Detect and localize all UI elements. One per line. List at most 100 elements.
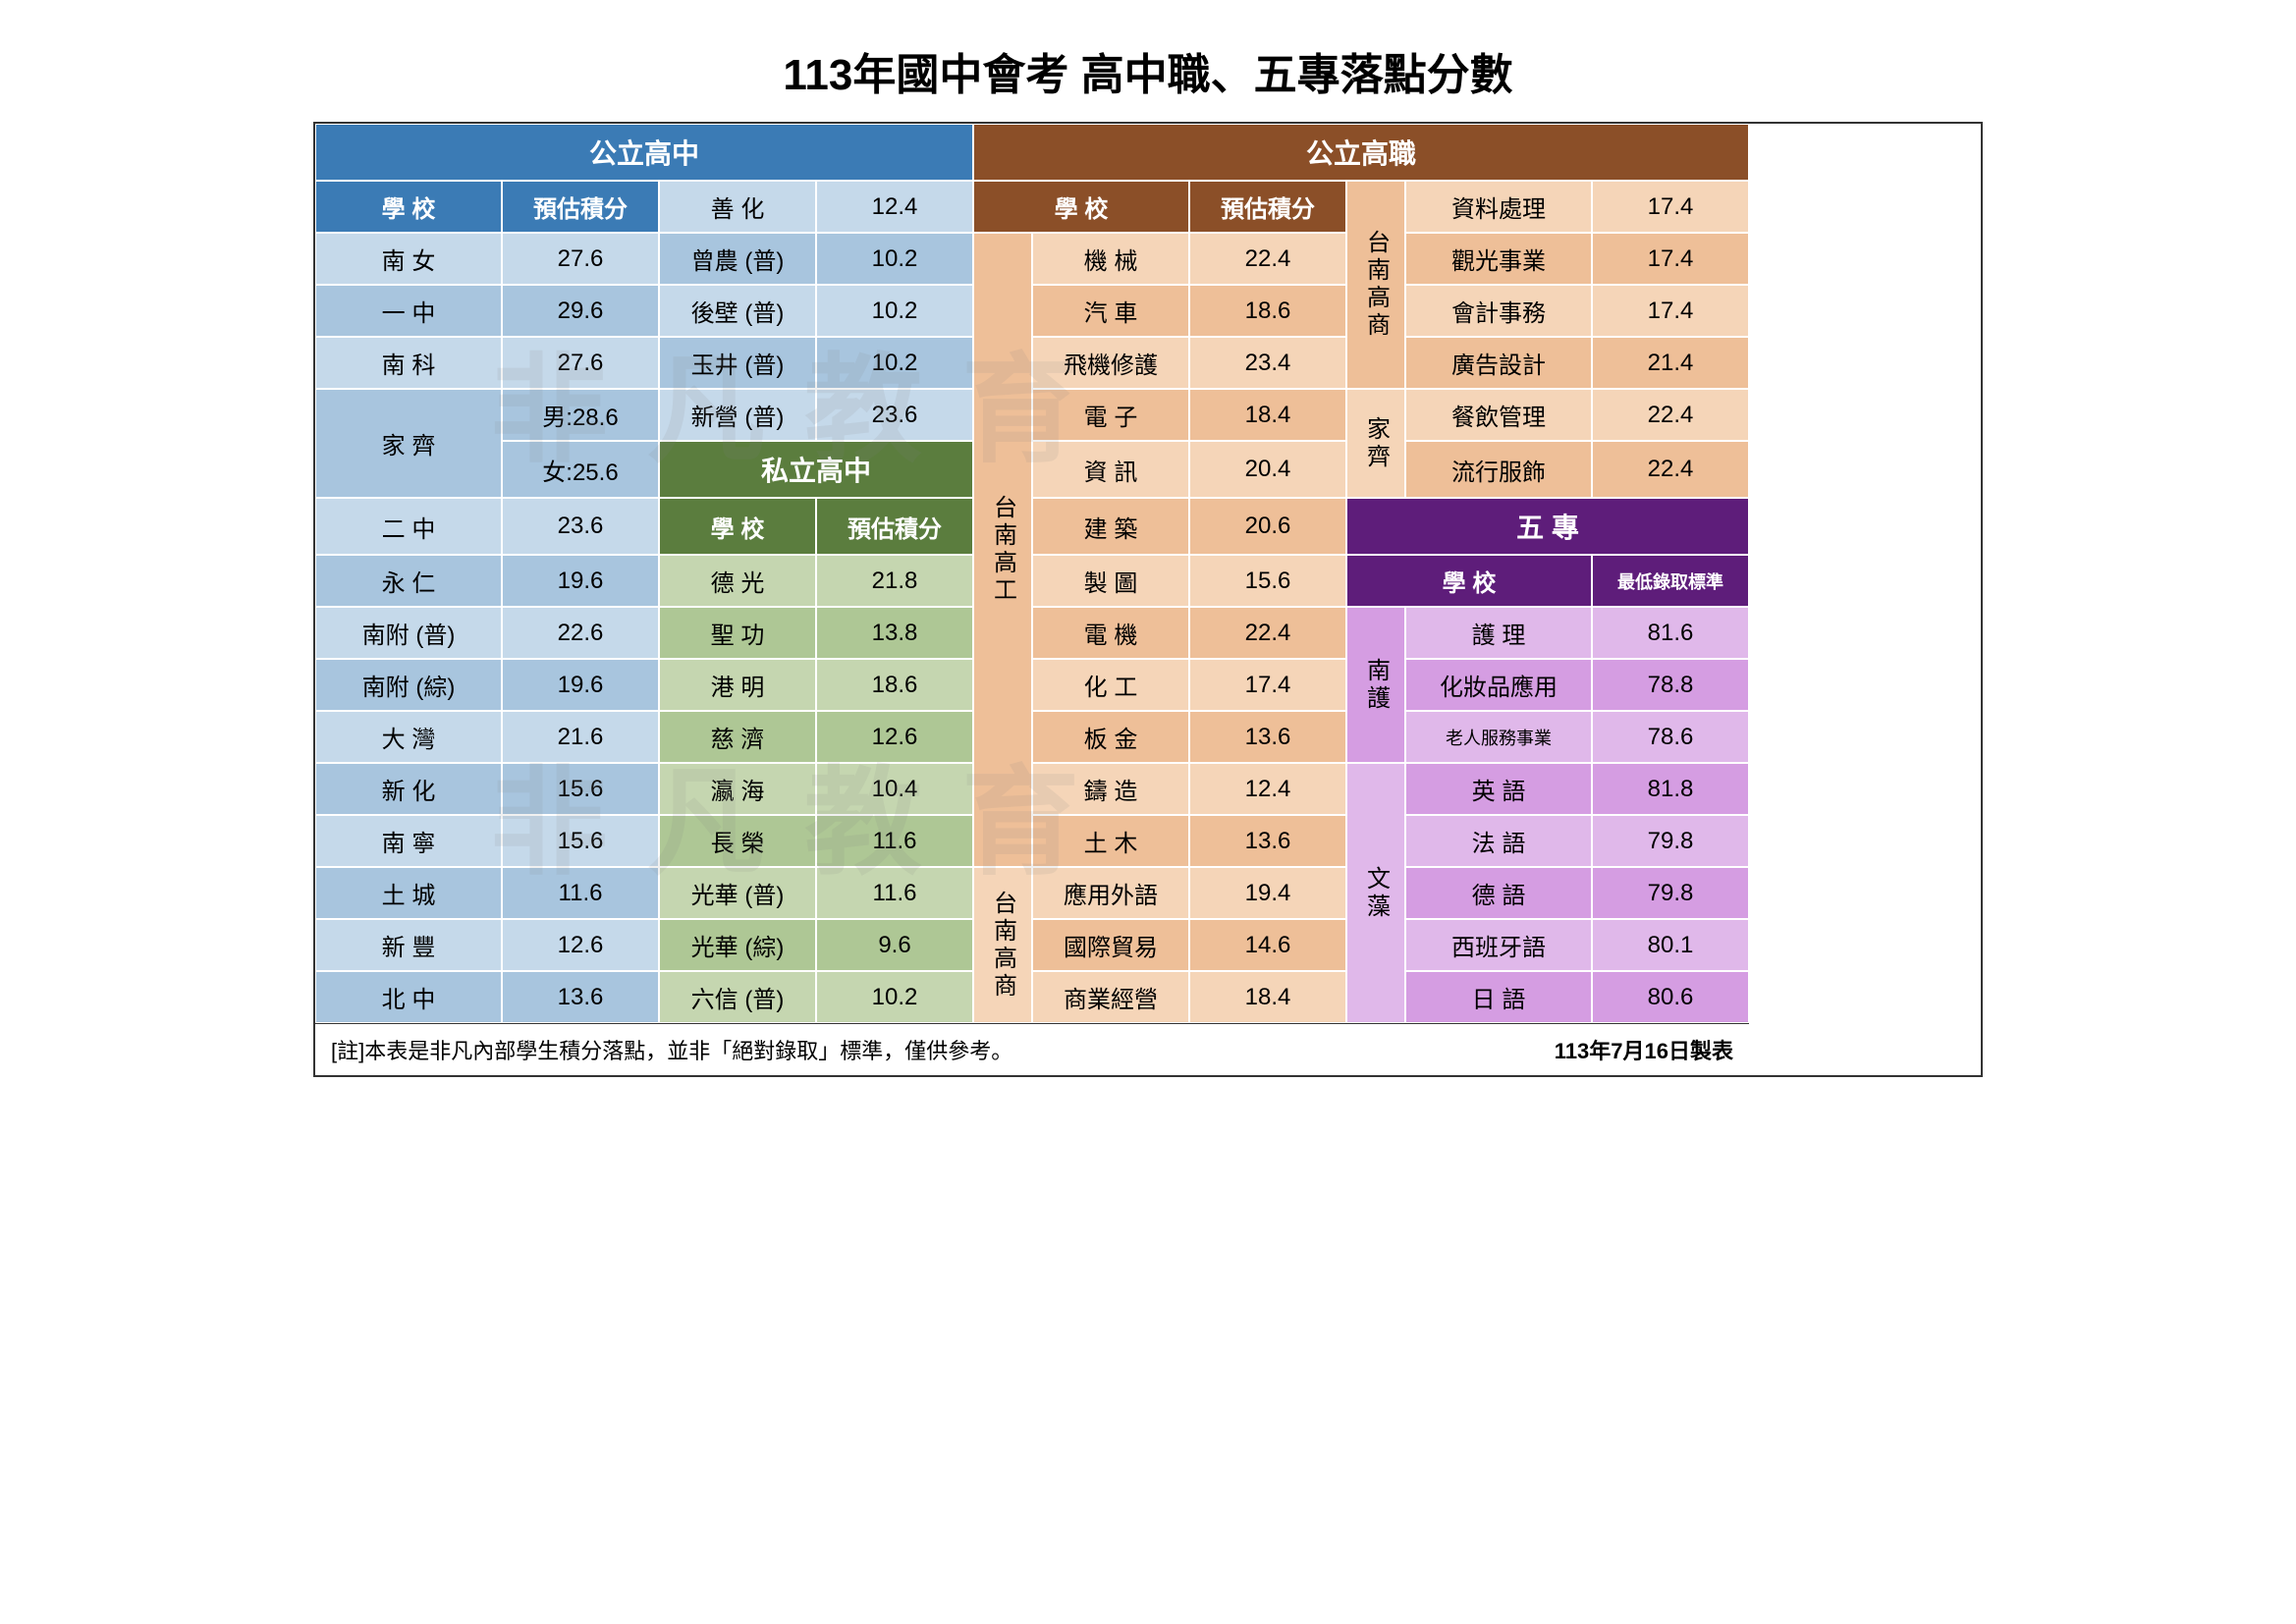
col-score-3: 預估積分: [816, 498, 973, 555]
br-2-s: 後壁 (普): [659, 285, 816, 337]
g-3-v: 12.6: [816, 711, 973, 763]
bl-1-s: 一 中: [315, 285, 502, 337]
col-score-2: 預估積分: [1189, 181, 1346, 233]
jq-1-s: 流行服飾: [1405, 441, 1592, 498]
bl-1-v: 29.6: [502, 285, 659, 337]
wz-0-v: 81.8: [1592, 763, 1749, 815]
bl-7-s: 南附 (普): [315, 607, 502, 659]
tg-8-s: 化 工: [1032, 659, 1189, 711]
jiaqi-label: 家齊: [1346, 389, 1405, 498]
tgs-0-v: 19.4: [1189, 867, 1346, 919]
bl-8-v: 19.6: [502, 659, 659, 711]
footer-note: [註]本表是非凡內部學生積分落點，並非「絕對錄取」標準，僅供參考。: [331, 1034, 1555, 1065]
wz-2-v: 79.8: [1592, 867, 1749, 919]
tgs-0-s: 應用外語: [1032, 867, 1189, 919]
blue-right-0-score: 12.4: [816, 181, 973, 233]
g-3-s: 慈 濟: [659, 711, 816, 763]
tgr-1-s: 觀光事業: [1405, 233, 1592, 285]
br-4-s: 新營 (普): [659, 389, 816, 441]
bl-14-s: 北 中: [315, 971, 502, 1023]
footer-row: [註]本表是非凡內部學生積分落點，並非「絕對錄取」標準，僅供參考。 113年7月…: [315, 1023, 1749, 1075]
page-title: 113年國中會考 高中職、五專落點分數: [313, 39, 1983, 102]
bl-11-s: 南 寧: [315, 815, 502, 867]
tgr-0-score: 17.4: [1592, 181, 1749, 233]
wz-4-s: 日 語: [1405, 971, 1592, 1023]
jq-0-s: 餐飲管理: [1405, 389, 1592, 441]
tgr-2-v: 17.4: [1592, 285, 1749, 337]
jq-1-v: 22.4: [1592, 441, 1749, 498]
g-6-v: 11.6: [816, 867, 973, 919]
tgr-1-v: 17.4: [1592, 233, 1749, 285]
tg-5-v: 20.6: [1189, 498, 1346, 555]
br-1-s: 曾農 (普): [659, 233, 816, 285]
tg-2-s: 飛機修護: [1032, 337, 1189, 389]
bl-3-v: 男:28.6: [502, 389, 659, 441]
header-public-vhs: 公立高職: [973, 124, 1749, 181]
bl-12-s: 土 城: [315, 867, 502, 919]
tg-4-s: 資 訊: [1032, 441, 1189, 498]
g-2-s: 港 明: [659, 659, 816, 711]
bl-10-s: 新 化: [315, 763, 502, 815]
tg-11-s: 土 木: [1032, 815, 1189, 867]
tgs-1-s: 國際貿易: [1032, 919, 1189, 971]
tgr-3-v: 21.4: [1592, 337, 1749, 389]
br-3-v: 10.2: [816, 337, 973, 389]
nh-1-s: 化妝品應用: [1405, 659, 1592, 711]
wz-3-v: 80.1: [1592, 919, 1749, 971]
header-private-hs: 私立高中: [659, 441, 973, 498]
tainan-gongye-label: 台南高工: [973, 233, 1032, 867]
tg-10-s: 鑄 造: [1032, 763, 1189, 815]
bl-13-s: 新 豐: [315, 919, 502, 971]
wz-3-s: 西班牙語: [1405, 919, 1592, 971]
bl-14-v: 13.6: [502, 971, 659, 1023]
wenzao-label: 文藻: [1346, 763, 1405, 1023]
nh-0-s: 護 理: [1405, 607, 1592, 659]
nanhu-label: 南護: [1346, 607, 1405, 763]
blue-right-0-school: 善 化: [659, 181, 816, 233]
g-5-s: 長 榮: [659, 815, 816, 867]
tg-4-v: 20.4: [1189, 441, 1346, 498]
g-0-s: 德 光: [659, 555, 816, 607]
bl-13-v: 12.6: [502, 919, 659, 971]
bl-0-v: 27.6: [502, 233, 659, 285]
jq-0-v: 22.4: [1592, 389, 1749, 441]
g-2-v: 18.6: [816, 659, 973, 711]
nh-2-v: 78.6: [1592, 711, 1749, 763]
g-8-s: 六信 (普): [659, 971, 816, 1023]
br-2-v: 10.2: [816, 285, 973, 337]
col-school-2: 學 校: [973, 181, 1189, 233]
score-grid: 公立高中 公立高職 學 校 預估積分 善 化 12.4 學 校 預估積分 台南高…: [313, 122, 1983, 1077]
col-school-3: 學 校: [659, 498, 816, 555]
wz-1-v: 79.8: [1592, 815, 1749, 867]
bl-11-v: 15.6: [502, 815, 659, 867]
g-4-s: 瀛 海: [659, 763, 816, 815]
nh-0-v: 81.6: [1592, 607, 1749, 659]
wz-4-v: 80.6: [1592, 971, 1749, 1023]
g-7-v: 9.6: [816, 919, 973, 971]
br-1-v: 10.2: [816, 233, 973, 285]
wz-2-s: 德 語: [1405, 867, 1592, 919]
tg-7-v: 22.4: [1189, 607, 1346, 659]
header-junior-college: 五 專: [1346, 498, 1749, 555]
tg-3-v: 18.4: [1189, 389, 1346, 441]
tgr-3-s: 廣告設計: [1405, 337, 1592, 389]
table-container: 非凡教育 非凡教育 113年國中會考 高中職、五專落點分數 公立高中 公立高職 …: [313, 39, 1983, 1077]
bl-0-s: 南 女: [315, 233, 502, 285]
bl-3-s: 家 齊: [315, 389, 502, 498]
tg-0-s: 機 械: [1032, 233, 1189, 285]
header-public-hs: 公立高中: [315, 124, 973, 181]
bl-6-s: 永 仁: [315, 555, 502, 607]
tainan-gaoshang-label: 台南高商: [973, 867, 1032, 1023]
br-3-s: 玉井 (普): [659, 337, 816, 389]
wz-1-s: 法 語: [1405, 815, 1592, 867]
bl-6-v: 19.6: [502, 555, 659, 607]
g-1-v: 13.8: [816, 607, 973, 659]
tgr-0-school: 資料處理: [1405, 181, 1592, 233]
tg-6-s: 製 圖: [1032, 555, 1189, 607]
col-min-std: 最低錄取標準: [1592, 555, 1749, 607]
tg-2-v: 23.4: [1189, 337, 1346, 389]
tg-3-s: 電 子: [1032, 389, 1189, 441]
tg-6-v: 15.6: [1189, 555, 1346, 607]
col-score-1: 預估積分: [502, 181, 659, 233]
g-6-s: 光華 (普): [659, 867, 816, 919]
